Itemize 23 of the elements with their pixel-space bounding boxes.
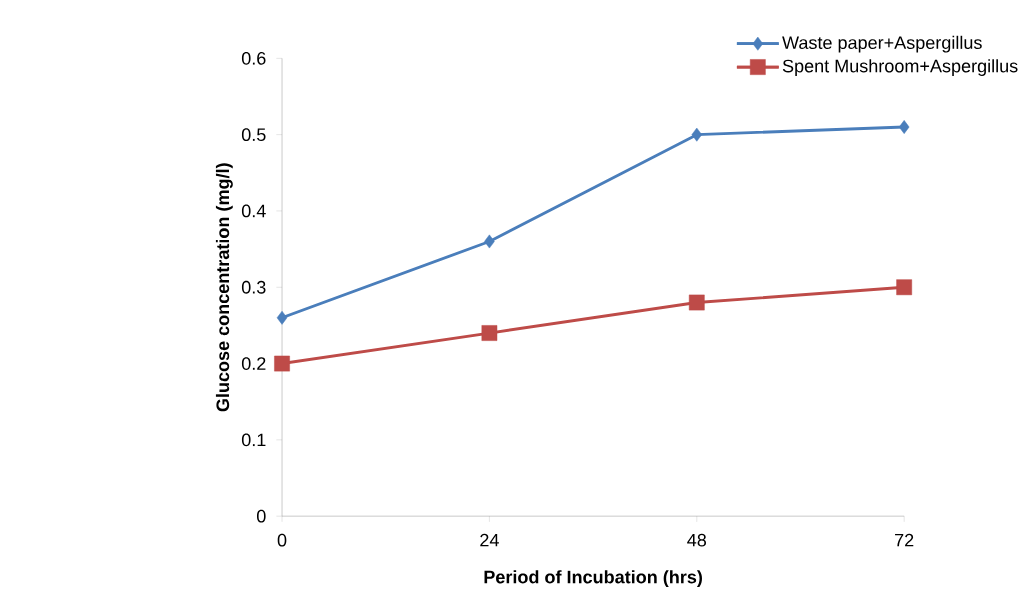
point — [274, 355, 290, 372]
x-tick-label: 48 — [687, 533, 707, 547]
y-tick-label: 0 — [256, 509, 266, 523]
x-tick-label: 24 — [480, 533, 499, 547]
legend-label: Waste paper+Aspergillus — [782, 35, 982, 53]
y-tick-label: 0.6 — [241, 51, 266, 65]
y-tick-label: 0.5 — [241, 128, 266, 141]
y-tick-label: 0.2 — [241, 357, 266, 370]
x-tick-label: 0 — [277, 533, 287, 547]
point — [276, 310, 288, 325]
point — [484, 234, 495, 249]
y-axis-title: Glucose concentration (mg/l) — [215, 163, 233, 412]
point — [481, 325, 498, 341]
legend-label: Spent Mushroom+Aspergillus — [782, 59, 1018, 76]
y-tick-label: 0.4 — [241, 204, 266, 218]
point — [898, 119, 910, 134]
point — [688, 294, 705, 311]
x-tick-label: 72 — [895, 533, 914, 547]
point — [691, 127, 703, 142]
point — [896, 279, 912, 295]
x-axis-title: Period of Incubation (hrs) — [484, 570, 702, 587]
y-tick-label: 0.3 — [241, 280, 266, 294]
y-tick-label: 0.1 — [241, 433, 266, 447]
